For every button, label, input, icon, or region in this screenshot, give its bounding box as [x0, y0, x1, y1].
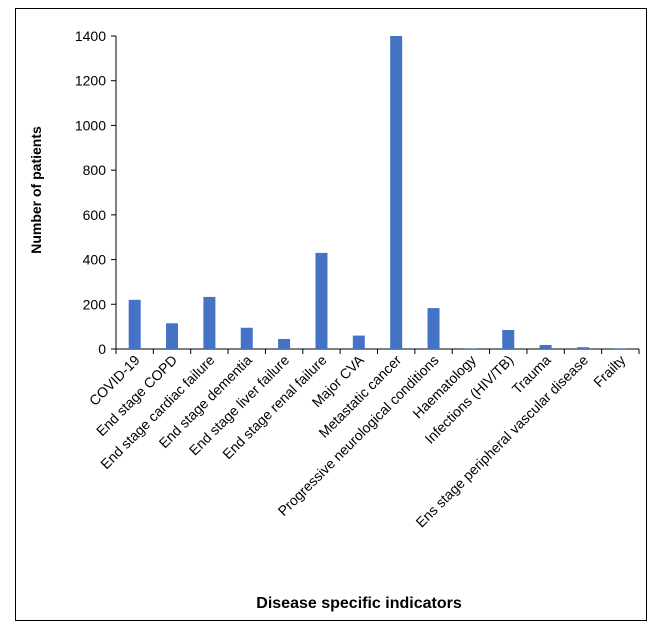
y-axis-label: Number of patients [28, 126, 44, 254]
bar [315, 252, 328, 349]
bar [576, 347, 589, 349]
chart-frame [15, 8, 647, 621]
y-tick-label: 1200 [75, 73, 106, 89]
bar [166, 323, 179, 349]
bar [203, 296, 216, 349]
y-tick-label: 0 [98, 341, 106, 357]
y-tick-label: 400 [83, 252, 107, 268]
bar [352, 335, 365, 349]
bar [240, 327, 253, 349]
y-tick-label: 1000 [75, 117, 106, 133]
bar [539, 344, 552, 349]
bar [464, 348, 477, 349]
bar [427, 308, 440, 349]
bar [390, 36, 403, 349]
bar [502, 329, 515, 349]
y-tick-labels: 0 200 400 600 800 1000 1200 1400 [75, 28, 106, 357]
y-tick-label: 600 [83, 207, 107, 223]
y-tick-label: 1400 [75, 28, 106, 44]
x-tick-label: Ens stage peripheral vascular disease [412, 352, 591, 531]
bars [128, 36, 627, 349]
x-axis-label: Disease specific indicators [256, 595, 462, 612]
axes [111, 35, 640, 354]
y-tick-label: 800 [83, 162, 107, 178]
y-tick-label: 200 [83, 296, 107, 312]
x-tick-label: Frailty [590, 352, 628, 390]
bar [278, 338, 291, 349]
bar [128, 299, 141, 349]
bar [614, 348, 627, 349]
